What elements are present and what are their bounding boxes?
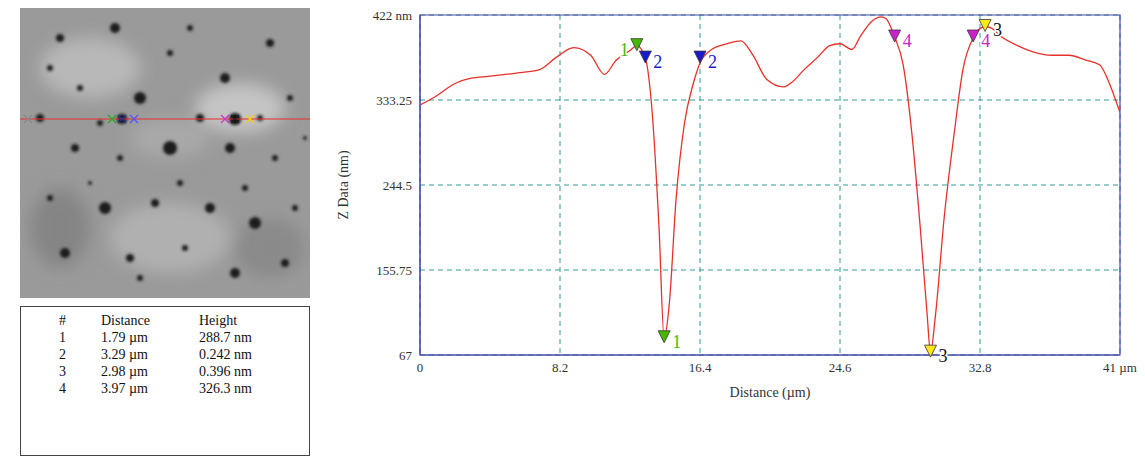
svg-text:67: 67 bbox=[399, 348, 413, 363]
svg-text:1: 1 bbox=[620, 40, 629, 60]
html-text:0.242 nm: 0.242 nm bbox=[199, 347, 252, 362]
svg-text:422 nm: 422 nm bbox=[373, 8, 412, 23]
svg-text:32.8: 32.8 bbox=[969, 360, 992, 375]
svg-text:4: 4 bbox=[981, 31, 990, 51]
html-text:1.79 µm: 1.79 µm bbox=[101, 330, 148, 345]
svg-text:Z Data (nm): Z Data (nm) bbox=[336, 150, 352, 220]
html-text:2: 2 bbox=[59, 347, 66, 362]
svg-text:4: 4 bbox=[903, 31, 912, 51]
svg-text:41 µm: 41 µm bbox=[1103, 360, 1137, 375]
svg-text:24.6: 24.6 bbox=[829, 360, 852, 375]
html-text:288.7 nm: 288.7 nm bbox=[199, 330, 252, 345]
svg-text:1: 1 bbox=[672, 332, 681, 352]
svg-text:2: 2 bbox=[653, 52, 662, 72]
svg-text:244.5: 244.5 bbox=[383, 178, 412, 193]
html-text:Height: Height bbox=[199, 313, 238, 328]
html-text:3.29 µm: 3.29 µm bbox=[101, 347, 148, 362]
html-text:1: 1 bbox=[59, 330, 66, 345]
svg-text:Distance (µm): Distance (µm) bbox=[730, 385, 811, 401]
svg-text:3: 3 bbox=[938, 346, 947, 366]
svg-text:8.2: 8.2 bbox=[552, 360, 568, 375]
svg-text:0: 0 bbox=[417, 360, 424, 375]
svg-text:155.75: 155.75 bbox=[376, 263, 412, 278]
svg-text:2: 2 bbox=[708, 52, 717, 72]
html-text:3.97 µm: 3.97 µm bbox=[101, 381, 148, 396]
html-text:Distance: Distance bbox=[101, 313, 150, 328]
html-text:0.396 nm: 0.396 nm bbox=[199, 364, 252, 379]
html-text:3: 3 bbox=[59, 364, 66, 379]
html-text:2.98 µm: 2.98 µm bbox=[101, 364, 148, 379]
svg-text:3: 3 bbox=[993, 20, 1002, 40]
svg-text:333.25: 333.25 bbox=[376, 93, 412, 108]
svg-text:16.4: 16.4 bbox=[689, 360, 712, 375]
html-text:326.3 nm: 326.3 nm bbox=[199, 381, 252, 396]
html-text:4: 4 bbox=[59, 381, 66, 396]
